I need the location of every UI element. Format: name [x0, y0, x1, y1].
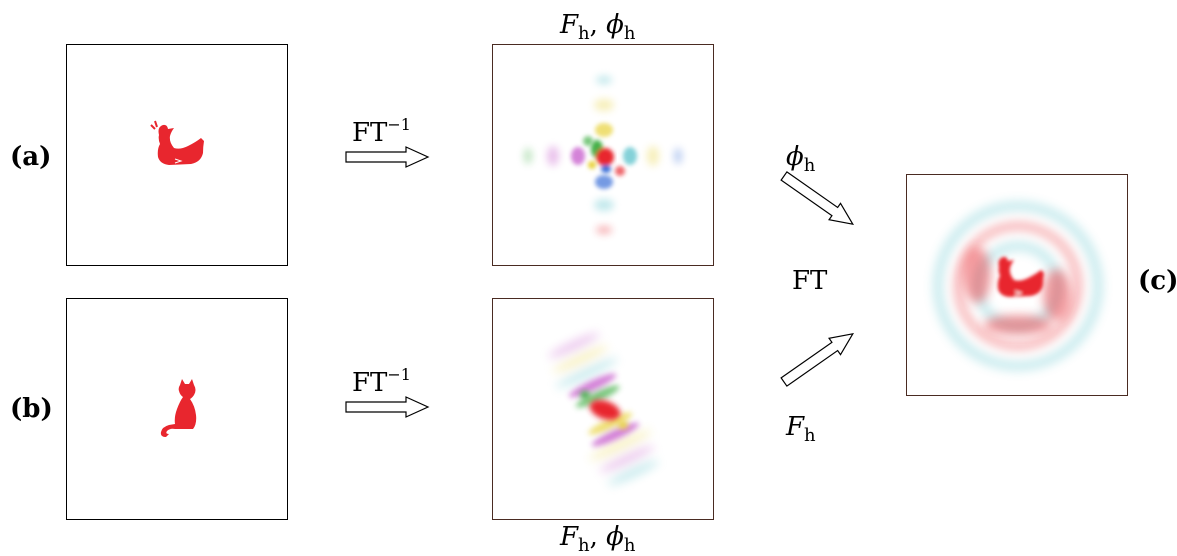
- ft-inv-exp-a: −1: [387, 115, 411, 134]
- symbol-phi: ϕ: [786, 142, 804, 172]
- hollow-arrow-icon: [780, 171, 854, 226]
- hollow-arrow-icon: [345, 396, 430, 418]
- symbol-f: F: [560, 522, 579, 552]
- hollow-arrow-icon: [345, 146, 430, 168]
- op-ft-inverse-a: FT−1: [352, 117, 411, 148]
- symbol-f: F: [560, 10, 579, 40]
- duck-icon: [150, 120, 204, 165]
- panel-duck-fourier: [492, 44, 714, 266]
- cat-fourier-pattern: [548, 333, 659, 485]
- panel-hybrid-result: [906, 174, 1128, 396]
- hybrid-pattern: [933, 201, 1103, 371]
- panel-duck-object: [66, 44, 288, 266]
- subscript-h: h: [623, 535, 636, 556]
- cat-icon: [160, 379, 197, 437]
- ft-inv-exp-b: −1: [387, 365, 411, 384]
- panel-cat-object: [66, 298, 288, 520]
- subscript-h: h: [578, 535, 590, 556]
- op-ft: FT: [792, 266, 828, 296]
- comma: ,: [589, 10, 598, 40]
- label-b: (b): [10, 394, 53, 424]
- comma: ,: [589, 522, 598, 552]
- subscript-h: h: [623, 23, 636, 44]
- label-a: (a): [10, 142, 52, 172]
- subscript-h: h: [578, 23, 590, 44]
- symbol-phi: ϕ: [606, 522, 624, 552]
- duck-fourier-pattern: [524, 76, 682, 234]
- symbol-phi: ϕ: [606, 10, 624, 40]
- ft-inv-base-b: FT: [352, 368, 388, 398]
- hollow-arrow-icon: [780, 332, 854, 387]
- caption-bottom: Fh, ϕh: [560, 522, 636, 555]
- ft-inv-base-a: FT: [352, 118, 388, 148]
- symbol-f: F: [786, 412, 805, 442]
- panel-cat-fourier: [492, 298, 714, 520]
- label-f-h: Fh: [786, 412, 816, 445]
- subscript-h: h: [803, 155, 816, 176]
- subscript-h: h: [804, 425, 816, 446]
- op-ft-inverse-b: FT−1: [352, 367, 411, 398]
- caption-top: Fh, ϕh: [560, 10, 636, 43]
- label-phi-h: ϕh: [786, 142, 815, 175]
- label-c: (c): [1138, 266, 1177, 296]
